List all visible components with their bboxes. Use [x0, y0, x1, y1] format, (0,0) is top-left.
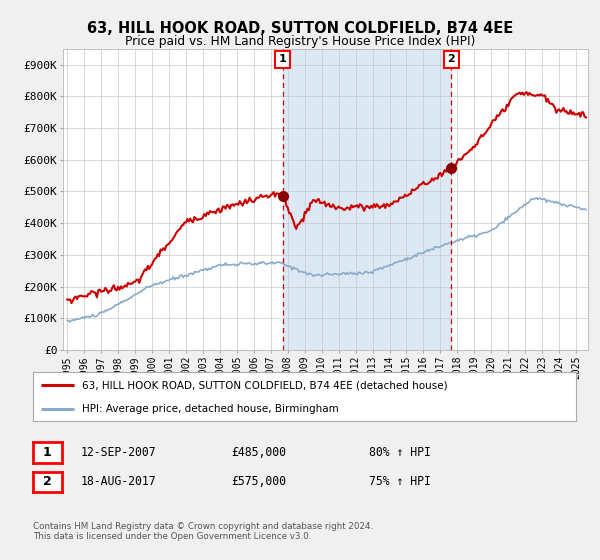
- Text: 12-SEP-2007: 12-SEP-2007: [81, 446, 157, 459]
- Text: 1: 1: [279, 54, 287, 64]
- Text: £575,000: £575,000: [231, 475, 286, 488]
- Text: 63, HILL HOOK ROAD, SUTTON COLDFIELD, B74 4EE (detached house): 63, HILL HOOK ROAD, SUTTON COLDFIELD, B7…: [82, 380, 448, 390]
- Text: £485,000: £485,000: [231, 446, 286, 459]
- Text: 2: 2: [43, 475, 52, 488]
- Text: 75% ↑ HPI: 75% ↑ HPI: [369, 475, 431, 488]
- Text: 80% ↑ HPI: 80% ↑ HPI: [369, 446, 431, 459]
- Text: 18-AUG-2017: 18-AUG-2017: [81, 475, 157, 488]
- Text: HPI: Average price, detached house, Birmingham: HPI: Average price, detached house, Birm…: [82, 404, 338, 414]
- Text: Contains HM Land Registry data © Crown copyright and database right 2024.
This d: Contains HM Land Registry data © Crown c…: [33, 522, 373, 542]
- Bar: [283, 49, 451, 350]
- Text: 1: 1: [43, 446, 52, 459]
- Text: 2: 2: [447, 54, 455, 64]
- Text: Price paid vs. HM Land Registry's House Price Index (HPI): Price paid vs. HM Land Registry's House …: [125, 35, 475, 48]
- Text: 63, HILL HOOK ROAD, SUTTON COLDFIELD, B74 4EE: 63, HILL HOOK ROAD, SUTTON COLDFIELD, B7…: [87, 21, 513, 36]
